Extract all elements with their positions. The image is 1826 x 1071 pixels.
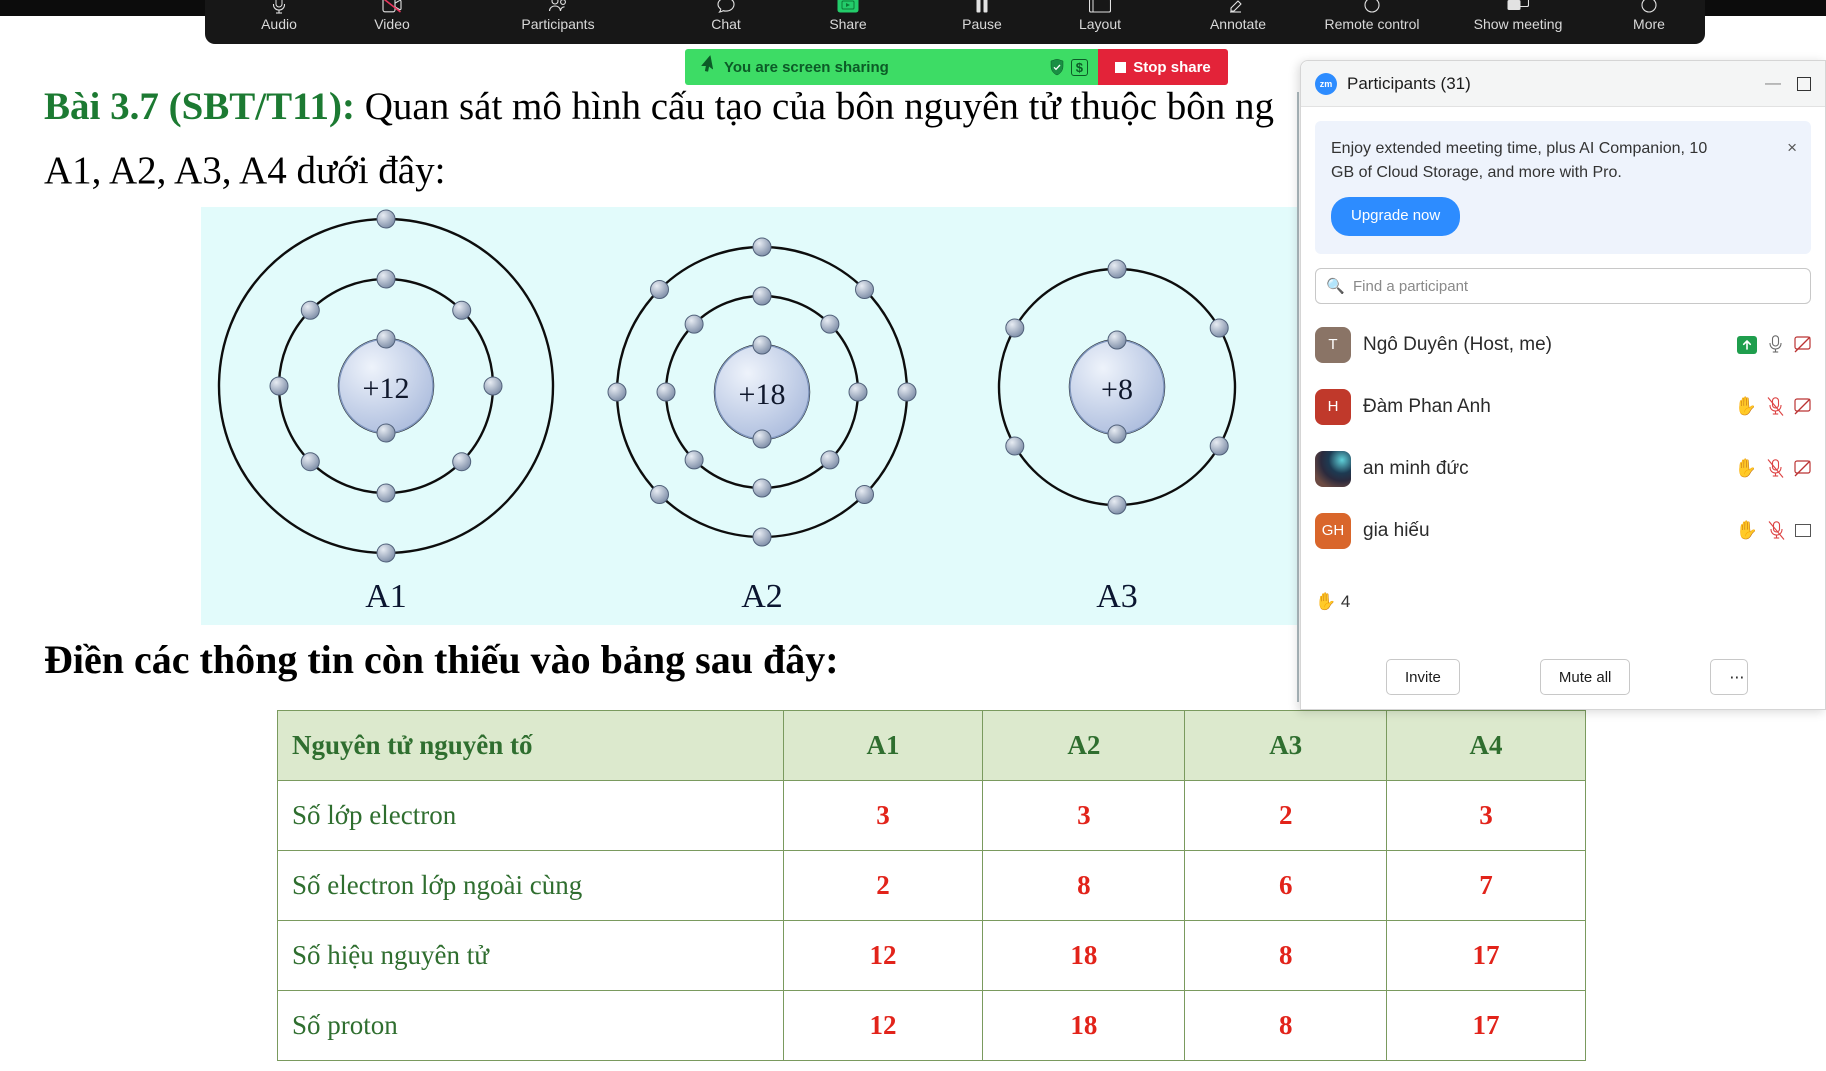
svg-text:A1: A1 — [365, 578, 407, 615]
svg-text:+18: +18 — [739, 378, 786, 411]
svg-text:+8: +8 — [1101, 373, 1133, 406]
svg-text:A2: A2 — [741, 578, 783, 615]
svg-text:+12: +12 — [363, 372, 410, 405]
svg-text:A3: A3 — [1096, 578, 1138, 615]
